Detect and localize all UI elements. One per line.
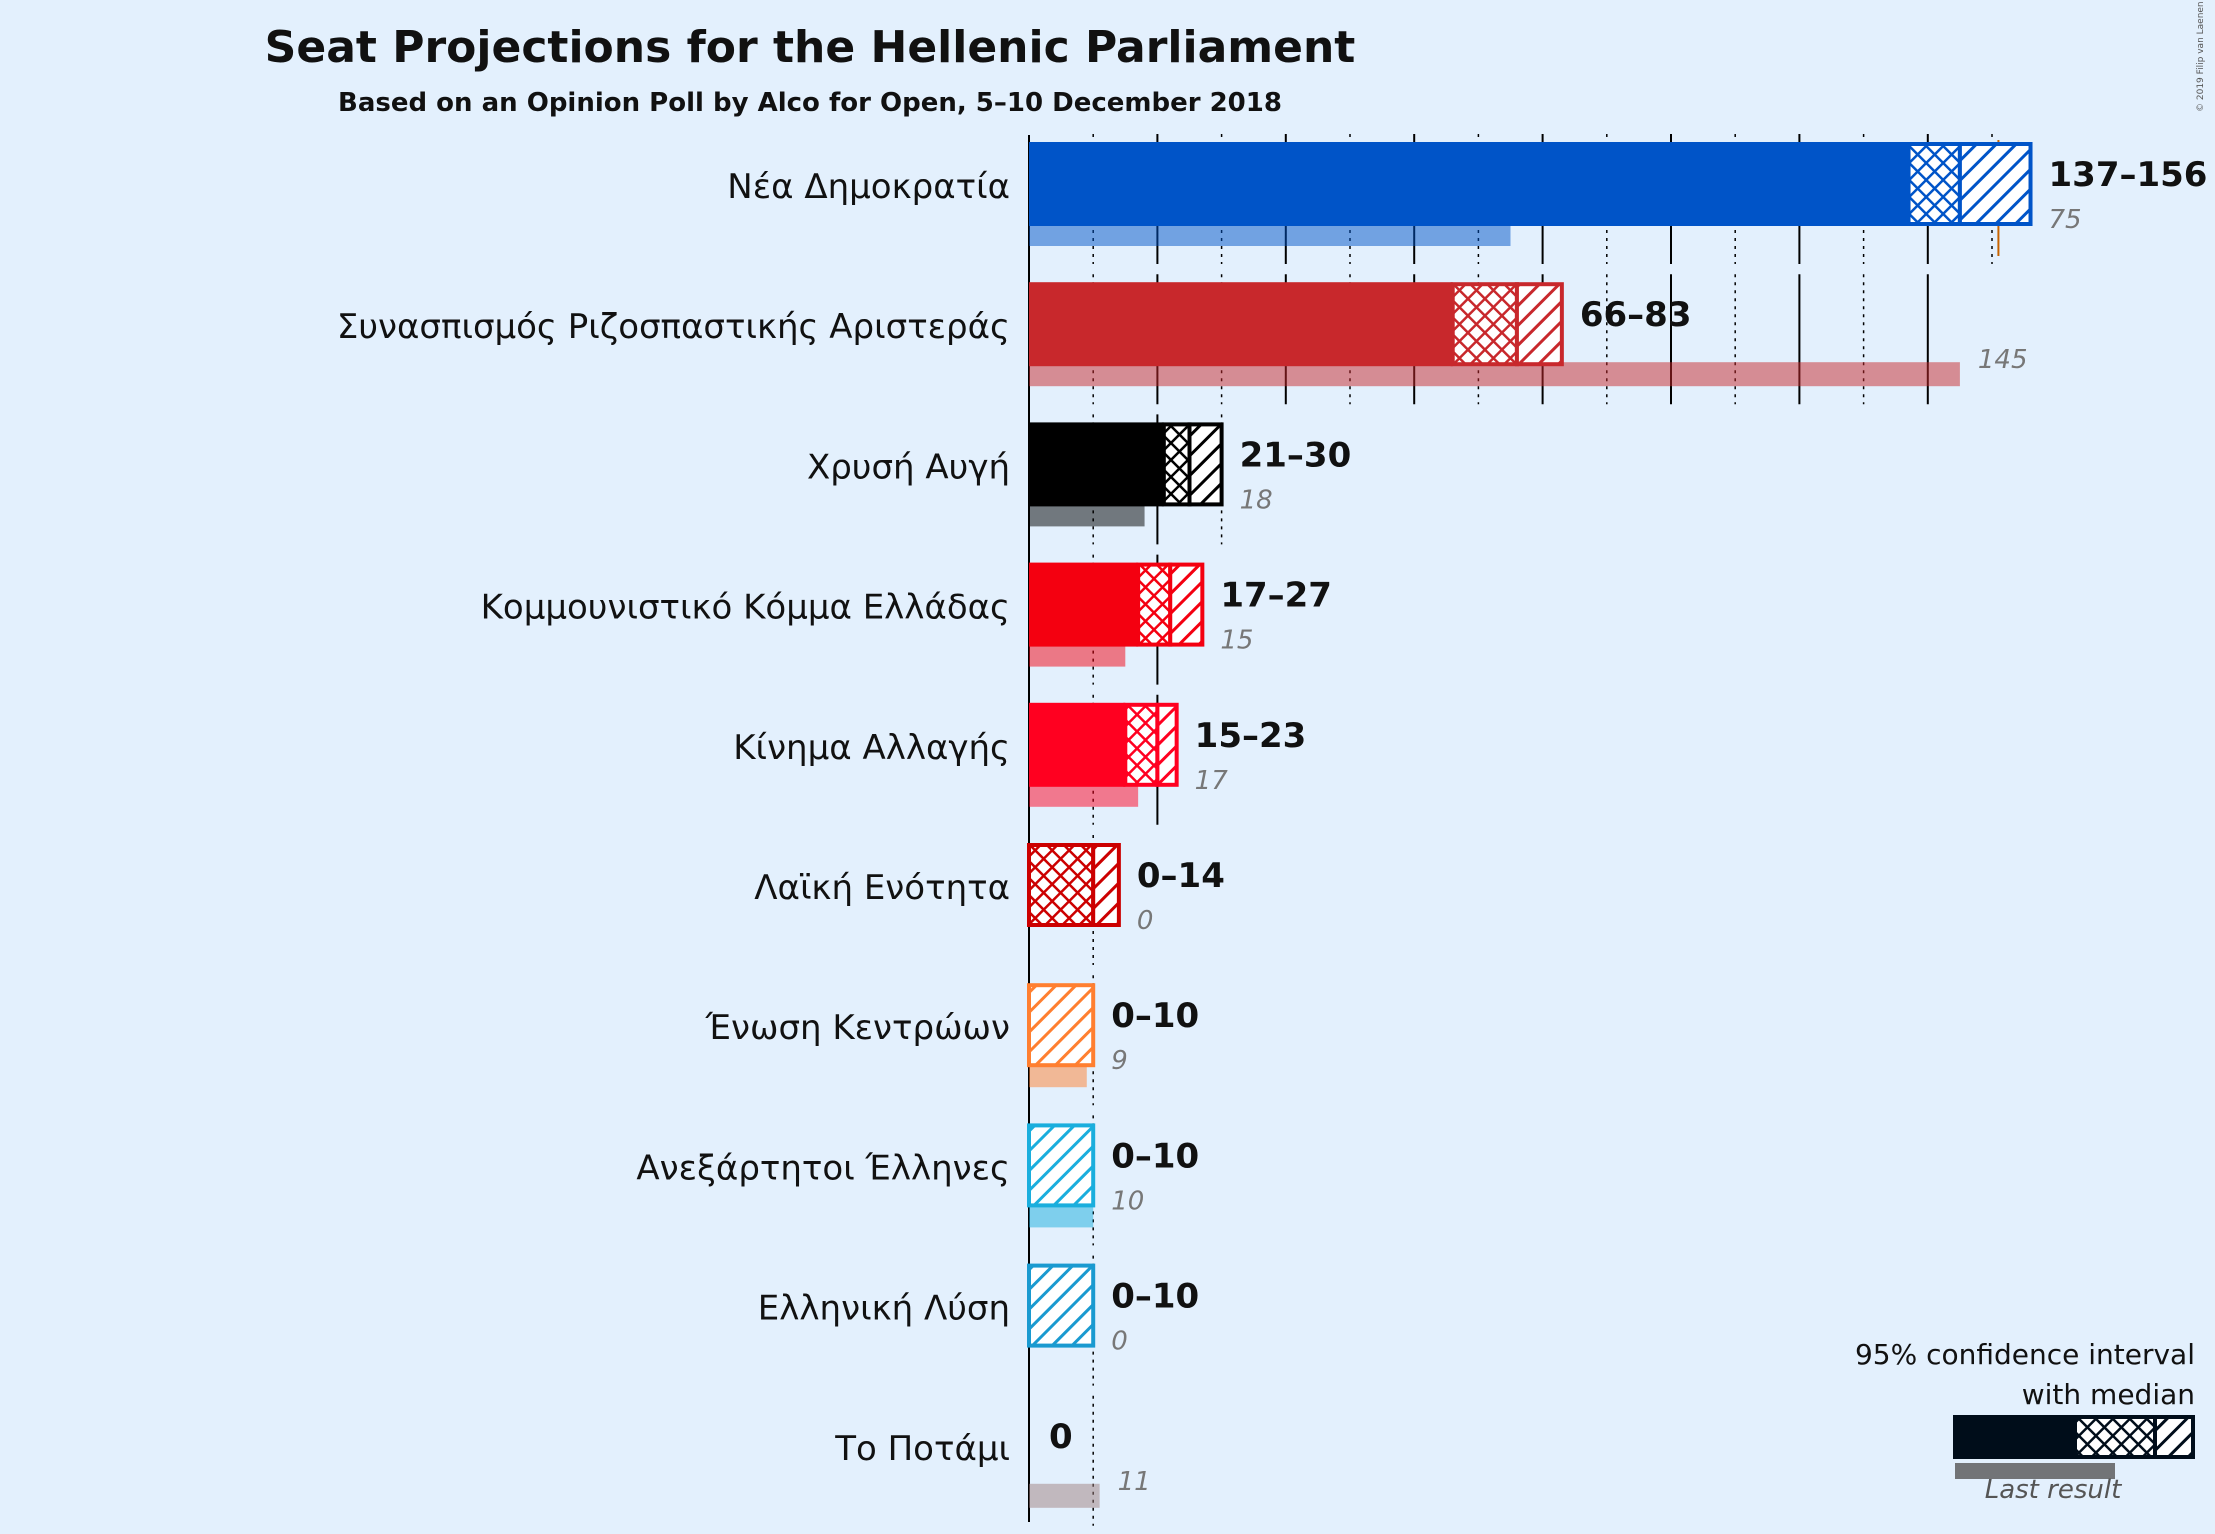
bar-solid	[1029, 702, 1126, 787]
bar-ci-upper	[1027, 1123, 1096, 1208]
legend-solid	[1953, 1415, 2075, 1459]
bar-series: Νέα Δημοκρατία 137–156 75 Συνασπισμός Ριζοσ…	[337, 142, 2208, 1508]
last-result-label: 0	[1137, 906, 1154, 936]
last-result-label: 75	[2049, 205, 2082, 235]
legend-title: 95% confidence interval with median	[1775, 1335, 2195, 1415]
chart-title: Seat Projections for the Hellenic Parlia…	[264, 22, 1356, 73]
party-label: Κομμουνιστικό Κόμμα Ελλάδας	[481, 588, 1010, 628]
bar-ci-lower	[1136, 562, 1173, 647]
party-label: Ένωση Κεντρώων	[705, 1008, 1010, 1048]
last-result-label: 11	[1118, 1467, 1151, 1497]
range-label: 0–10	[1111, 1136, 1199, 1176]
legend-last-result-label: Last result	[1984, 1475, 2122, 1505]
bar-solid	[1029, 422, 1164, 507]
range-label: 66–83	[1580, 295, 1692, 335]
party-label: Το Ποτάμι	[834, 1429, 1010, 1469]
party-label: Ελληνική Λύση	[758, 1289, 1010, 1329]
bar-ci-lower	[1450, 282, 1519, 367]
last-result-label: 145	[1978, 345, 2028, 375]
party-label: Νέα Δημοκρατία	[727, 167, 1010, 207]
range-label: 137–156	[2049, 155, 2208, 195]
bar-ci-upper	[1957, 142, 2033, 226]
bar-ci-lower	[1161, 422, 1192, 507]
last-result-label: 17	[1195, 766, 1229, 796]
legend-ci-upper	[2153, 1415, 2195, 1459]
bar-solid	[1029, 562, 1139, 647]
range-label: 0	[1049, 1417, 1073, 1457]
range-label: 17–27	[1220, 576, 1332, 616]
last-result-label: 9	[1111, 1046, 1128, 1076]
bar-ci-upper	[1027, 1263, 1096, 1348]
range-label: 0–10	[1111, 996, 1199, 1036]
bar-ci-lower	[1027, 843, 1096, 927]
party-label: Κίνημα Αλλαγής	[733, 728, 1010, 768]
last-result-label: 10	[1111, 1186, 1144, 1216]
party-label: Συνασπισμός Ριζοσπαστικής Αριστεράς	[337, 307, 1010, 347]
bar-ci-upper	[1091, 843, 1121, 927]
last-result-bar	[1029, 1483, 1100, 1508]
bar-ci-upper	[1187, 422, 1224, 507]
range-label: 0–14	[1137, 856, 1225, 896]
range-label: 0–10	[1111, 1277, 1199, 1317]
legend	[1953, 1415, 2195, 1479]
bar-ci-lower	[1906, 142, 1962, 226]
legend-line-2: with median	[2021, 1378, 2195, 1411]
last-result-label: 0	[1111, 1327, 1128, 1357]
last-result-label: 18	[1240, 485, 1273, 515]
bar-ci-lower	[1123, 702, 1160, 787]
bar-ci-upper	[1155, 702, 1179, 787]
party-label: Ανεξάρτητοι Έλληνες	[636, 1148, 1010, 1188]
range-label: 15–23	[1195, 716, 1307, 756]
bar-solid	[1029, 282, 1453, 367]
bar-solid	[1029, 142, 1909, 226]
legend-last-result-bar	[1955, 1463, 2115, 1479]
bar-ci-upper	[1027, 983, 1096, 1068]
party-label: Χρυσή Αυγή	[807, 447, 1010, 487]
party-label: Λαϊκή Ενότητα	[754, 868, 1010, 908]
range-label: 21–30	[1240, 435, 1352, 475]
last-result-label: 15	[1220, 626, 1253, 656]
legend-ci-lower	[2073, 1415, 2157, 1459]
bar-ci-upper	[1168, 562, 1205, 647]
legend-line-1: 95% confidence interval	[1854, 1338, 2195, 1371]
chart-subtitle: Based on an Opinion Poll by Alco for Ope…	[338, 88, 1282, 118]
bar-ci-upper	[1514, 282, 1564, 367]
